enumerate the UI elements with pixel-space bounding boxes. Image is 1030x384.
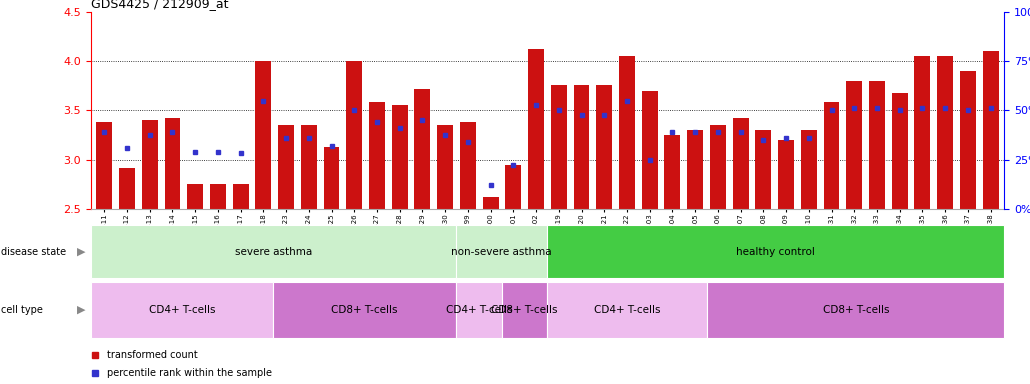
Bar	[391, 106, 408, 209]
Text: non-severe asthma: non-severe asthma	[451, 247, 552, 257]
Bar	[937, 56, 953, 209]
Text: GDS4425 / 212909_at: GDS4425 / 212909_at	[91, 0, 228, 10]
Bar	[915, 56, 930, 209]
Bar	[255, 61, 271, 209]
Bar	[708, 282, 1004, 338]
Text: CD4+ T-cells: CD4+ T-cells	[594, 305, 660, 315]
Text: CD8+ T-cells: CD8+ T-cells	[332, 305, 398, 315]
Bar	[437, 125, 453, 209]
Bar	[778, 140, 794, 209]
Bar	[732, 118, 749, 209]
Bar	[187, 184, 203, 209]
Bar	[824, 103, 839, 209]
Bar	[456, 282, 502, 338]
Bar	[301, 125, 317, 209]
Text: CD4+ T-cells: CD4+ T-cells	[148, 305, 215, 315]
Bar	[847, 81, 862, 209]
Bar	[91, 225, 456, 278]
Bar	[548, 225, 1004, 278]
Bar	[983, 51, 998, 209]
Text: CD8+ T-cells: CD8+ T-cells	[823, 305, 889, 315]
Bar	[869, 81, 885, 209]
Bar	[619, 56, 634, 209]
Bar	[460, 122, 476, 209]
Bar	[456, 225, 548, 278]
Bar	[233, 184, 248, 209]
Text: ▶: ▶	[77, 247, 85, 257]
Text: transformed count: transformed count	[107, 350, 198, 360]
Bar	[755, 130, 771, 209]
Bar	[548, 282, 708, 338]
Text: CD8+ T-cells: CD8+ T-cells	[491, 305, 558, 315]
Bar	[323, 147, 340, 209]
Bar	[273, 282, 456, 338]
Text: ▶: ▶	[77, 305, 85, 315]
Text: disease state: disease state	[1, 247, 66, 257]
Bar	[210, 184, 226, 209]
Bar	[483, 197, 499, 209]
Bar	[574, 85, 589, 209]
Bar	[596, 85, 612, 209]
Bar	[414, 89, 431, 209]
Bar	[278, 125, 294, 209]
Bar	[502, 282, 548, 338]
Text: CD4+ T-cells: CD4+ T-cells	[446, 305, 512, 315]
Text: healthy control: healthy control	[736, 247, 816, 257]
Text: cell type: cell type	[1, 305, 43, 315]
Bar	[346, 61, 363, 209]
Bar	[892, 93, 907, 209]
Bar	[528, 49, 544, 209]
Bar	[710, 125, 726, 209]
Bar	[97, 122, 112, 209]
Bar	[142, 120, 158, 209]
Bar	[551, 85, 567, 209]
Bar	[687, 130, 703, 209]
Bar	[91, 282, 273, 338]
Bar	[642, 91, 658, 209]
Text: severe asthma: severe asthma	[235, 247, 312, 257]
Bar	[506, 165, 521, 209]
Bar	[165, 118, 180, 209]
Bar	[801, 130, 817, 209]
Bar	[119, 168, 135, 209]
Bar	[664, 135, 681, 209]
Bar	[960, 71, 975, 209]
Text: percentile rank within the sample: percentile rank within the sample	[107, 367, 272, 377]
Bar	[369, 103, 385, 209]
